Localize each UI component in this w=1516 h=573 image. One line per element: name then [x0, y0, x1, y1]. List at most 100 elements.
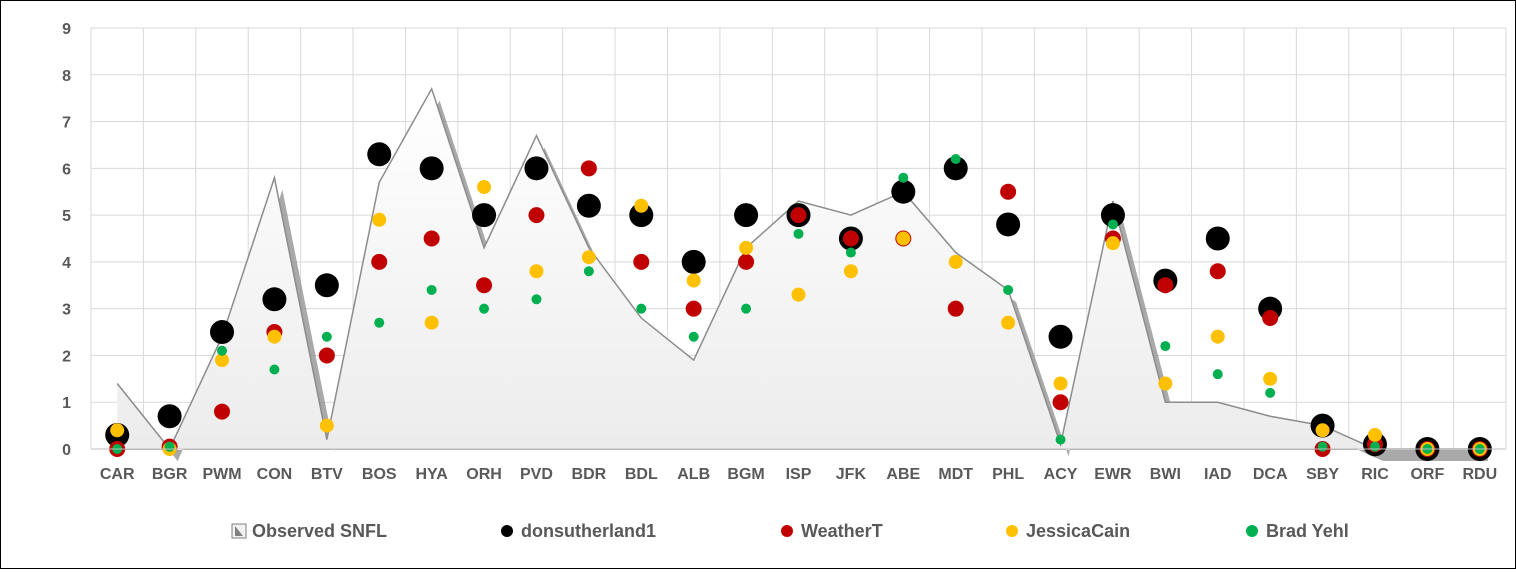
point-weathert: [1262, 310, 1279, 327]
point-weathert: [738, 253, 755, 270]
legend-item: Observed SNFL: [231, 521, 387, 541]
x-tick-label: BGM: [727, 466, 764, 483]
point-jessicacain: [1315, 423, 1330, 438]
x-tick-label: MDT: [938, 466, 973, 483]
point-jessicacain: [477, 180, 492, 195]
point-brad-yehl: [321, 331, 332, 342]
point-donsutherland1: [210, 320, 235, 345]
point-donsutherland1: [157, 404, 182, 429]
point-weathert: [318, 347, 335, 364]
observed-snfl-area-fill: [117, 88, 1480, 450]
point-weathert: [1000, 183, 1017, 200]
x-tick-label: DCA: [1253, 466, 1288, 483]
legend-item: WeatherT: [781, 521, 883, 541]
point-brad-yehl: [479, 303, 490, 314]
legend: Observed SNFL donsutherland1 WeatherT Jessi…: [231, 521, 1349, 541]
y-tick-label: 5: [62, 208, 71, 225]
point-jessicacain: [896, 231, 911, 246]
point-jessicacain: [791, 287, 806, 302]
point-brad-yehl: [898, 172, 909, 183]
legend-label: Brad Yehl: [1266, 521, 1349, 541]
point-weathert: [1052, 394, 1069, 411]
point-weathert: [476, 277, 493, 294]
point-brad-yehl: [374, 317, 385, 328]
point-jessicacain: [1158, 376, 1173, 391]
point-jessicacain: [739, 240, 754, 255]
y-tick-label: 6: [62, 161, 71, 178]
legend-marker: [501, 525, 513, 537]
y-tick-label: 8: [62, 68, 71, 85]
point-weathert: [1157, 277, 1174, 294]
point-jessicacain: [110, 423, 125, 438]
point-donsutherland1: [1100, 203, 1125, 228]
y-tick-label: 0: [62, 442, 71, 459]
y-tick-label: 3: [62, 302, 71, 319]
x-tick-label: PHL: [992, 466, 1024, 483]
x-tick-label: BTV: [311, 466, 343, 483]
point-jessicacain: [319, 418, 334, 433]
point-jessicacain: [1210, 329, 1225, 344]
point-donsutherland1: [996, 212, 1021, 237]
point-donsutherland1: [681, 249, 706, 274]
x-tick-label: CON: [257, 466, 293, 483]
point-donsutherland1: [1048, 324, 1073, 349]
point-brad-yehl: [688, 331, 699, 342]
point-weathert: [842, 230, 859, 247]
point-jessicacain: [634, 198, 649, 213]
x-tick-label: BGR: [152, 466, 188, 483]
point-brad-yehl: [636, 303, 647, 314]
point-jessicacain: [843, 264, 858, 279]
point-donsutherland1: [419, 156, 444, 181]
point-donsutherland1: [1205, 226, 1230, 251]
legend-label: Observed SNFL: [252, 521, 387, 541]
x-tick-label: SBY: [1306, 466, 1339, 483]
x-tick-label: RIC: [1361, 466, 1389, 483]
y-tick-label: 7: [62, 115, 71, 132]
point-weathert: [580, 160, 597, 177]
point-jessicacain: [215, 353, 230, 368]
point-brad-yehl: [1055, 434, 1066, 445]
y-tick-label: 9: [62, 21, 71, 38]
x-tick-label: BWI: [1150, 466, 1181, 483]
x-tick-label: ABE: [886, 466, 920, 483]
point-weathert: [214, 403, 231, 420]
point-brad-yehl: [1212, 369, 1223, 380]
legend-marker: [1246, 525, 1258, 537]
point-brad-yehl: [1003, 284, 1014, 295]
point-donsutherland1: [262, 287, 287, 312]
point-brad-yehl: [845, 247, 856, 258]
point-donsutherland1: [524, 156, 549, 181]
point-jessicacain: [948, 254, 963, 269]
point-jessicacain: [372, 212, 387, 227]
x-tick-label: EWR: [1094, 466, 1132, 483]
point-donsutherland1: [734, 203, 759, 228]
point-brad-yehl: [1265, 387, 1276, 398]
x-tick-label: BDR: [572, 466, 607, 483]
point-jessicacain: [686, 273, 701, 288]
point-jessicacain: [267, 329, 282, 344]
point-jessicacain: [1367, 427, 1382, 442]
point-brad-yehl: [1107, 219, 1118, 230]
x-tick-label: BOS: [362, 466, 397, 483]
point-brad-yehl: [164, 441, 175, 452]
x-tick-label: ALB: [677, 466, 710, 483]
point-donsutherland1: [472, 203, 497, 228]
legend-item: JessicaCain: [1006, 521, 1130, 541]
point-weathert: [1209, 263, 1226, 280]
point-weathert: [633, 253, 650, 270]
point-weathert: [790, 207, 807, 224]
point-donsutherland1: [891, 179, 916, 204]
point-donsutherland1: [314, 273, 339, 298]
point-brad-yehl: [426, 284, 437, 295]
legend-swatch-area-shade: [235, 526, 243, 536]
x-tick-label: RDU: [1462, 466, 1497, 483]
point-donsutherland1: [943, 156, 968, 181]
point-weathert: [371, 253, 388, 270]
x-tick-label: ISP: [786, 466, 812, 483]
y-tick-label: 1: [62, 395, 71, 412]
axes: 0 1 2 3 4 5 6 7 8 9 CAR BGR PWM CON BTV BOS HYA ORH PVD BDR…: [62, 21, 1506, 483]
observed-snfl-line: [116, 86, 1480, 451]
y-tick-label: 2: [62, 348, 71, 365]
x-tick-label: PVD: [520, 466, 553, 483]
point-weathert: [685, 300, 702, 317]
